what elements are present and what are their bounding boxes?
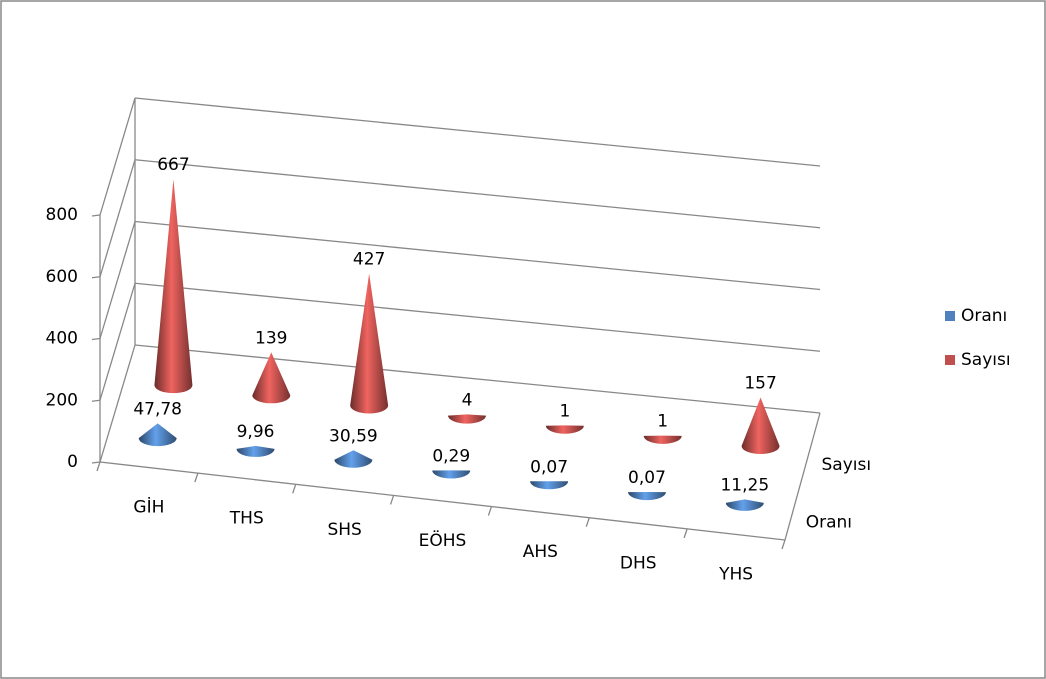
data-label: 0,29 [432,446,470,466]
legend-swatch [945,355,955,365]
x-tick-label: THS [229,509,264,529]
x-tick [292,484,297,494]
x-tick-label: EÖHS [419,529,467,551]
x-tick-label: YHS [718,564,753,584]
data-label: 427 [353,250,385,270]
cone [530,481,569,490]
legend-label: Sayısı [961,350,1011,370]
grid-line [134,344,821,414]
grid-line [134,159,821,229]
x-tick [781,539,786,550]
x-tick [683,528,688,539]
y-tick-label: 200 [46,390,78,410]
cone [643,435,682,444]
cone [448,414,486,424]
y-tick [91,399,101,402]
cone [236,445,275,457]
y-tick-label: 0 [67,452,78,472]
side-grid-line [99,283,136,401]
y-tick [91,461,101,464]
cone [725,499,764,511]
data-label: 139 [255,328,287,348]
data-label: 0,07 [628,468,666,488]
y-tick-label: 400 [46,329,78,349]
depth-label: Sayısı [822,455,872,475]
cone [334,450,373,468]
cone [741,397,780,455]
x-tick-label: AHS [523,542,558,562]
cone [350,273,389,414]
y-tick [91,214,101,217]
cone [432,470,471,479]
grid-line [134,97,821,167]
legend-swatch [945,311,955,321]
depth-axis [784,412,821,541]
data-label: 9,96 [237,422,275,442]
x-tick [96,461,101,472]
y-tick-label: 800 [46,205,78,225]
data-label: 30,59 [329,426,378,446]
cone [252,352,291,404]
x-tick [487,506,493,516]
grid-line [134,220,821,291]
data-label: 1 [657,412,668,432]
data-label: 157 [744,374,776,394]
depth-label: Oranı [806,512,852,532]
x-tick [585,517,590,527]
data-label: 1 [559,401,570,421]
x-tick [389,495,395,505]
y-tick [91,276,101,279]
data-label: 0,07 [530,457,568,477]
side-grid-line [99,97,136,216]
cone [545,425,584,434]
y-tick-label: 600 [46,267,78,287]
data-label: 4 [462,390,473,410]
x-tick [194,472,199,483]
cone [138,423,177,447]
cone [154,179,193,394]
legend-label: Oranı [961,306,1007,326]
side-grid-line [99,344,136,463]
data-label: 11,25 [720,475,769,495]
cone [627,492,666,501]
y-tick [91,337,101,341]
x-tick-label: SHS [327,520,361,540]
data-label: 47,78 [133,399,182,419]
x-axis [99,461,786,541]
side-grid-line [99,221,136,339]
x-tick-label: DHS [620,553,657,573]
grid-line [134,282,821,352]
x-tick-label: GİH [133,497,164,518]
data-label: 667 [157,155,189,175]
side-grid-line [99,159,136,277]
